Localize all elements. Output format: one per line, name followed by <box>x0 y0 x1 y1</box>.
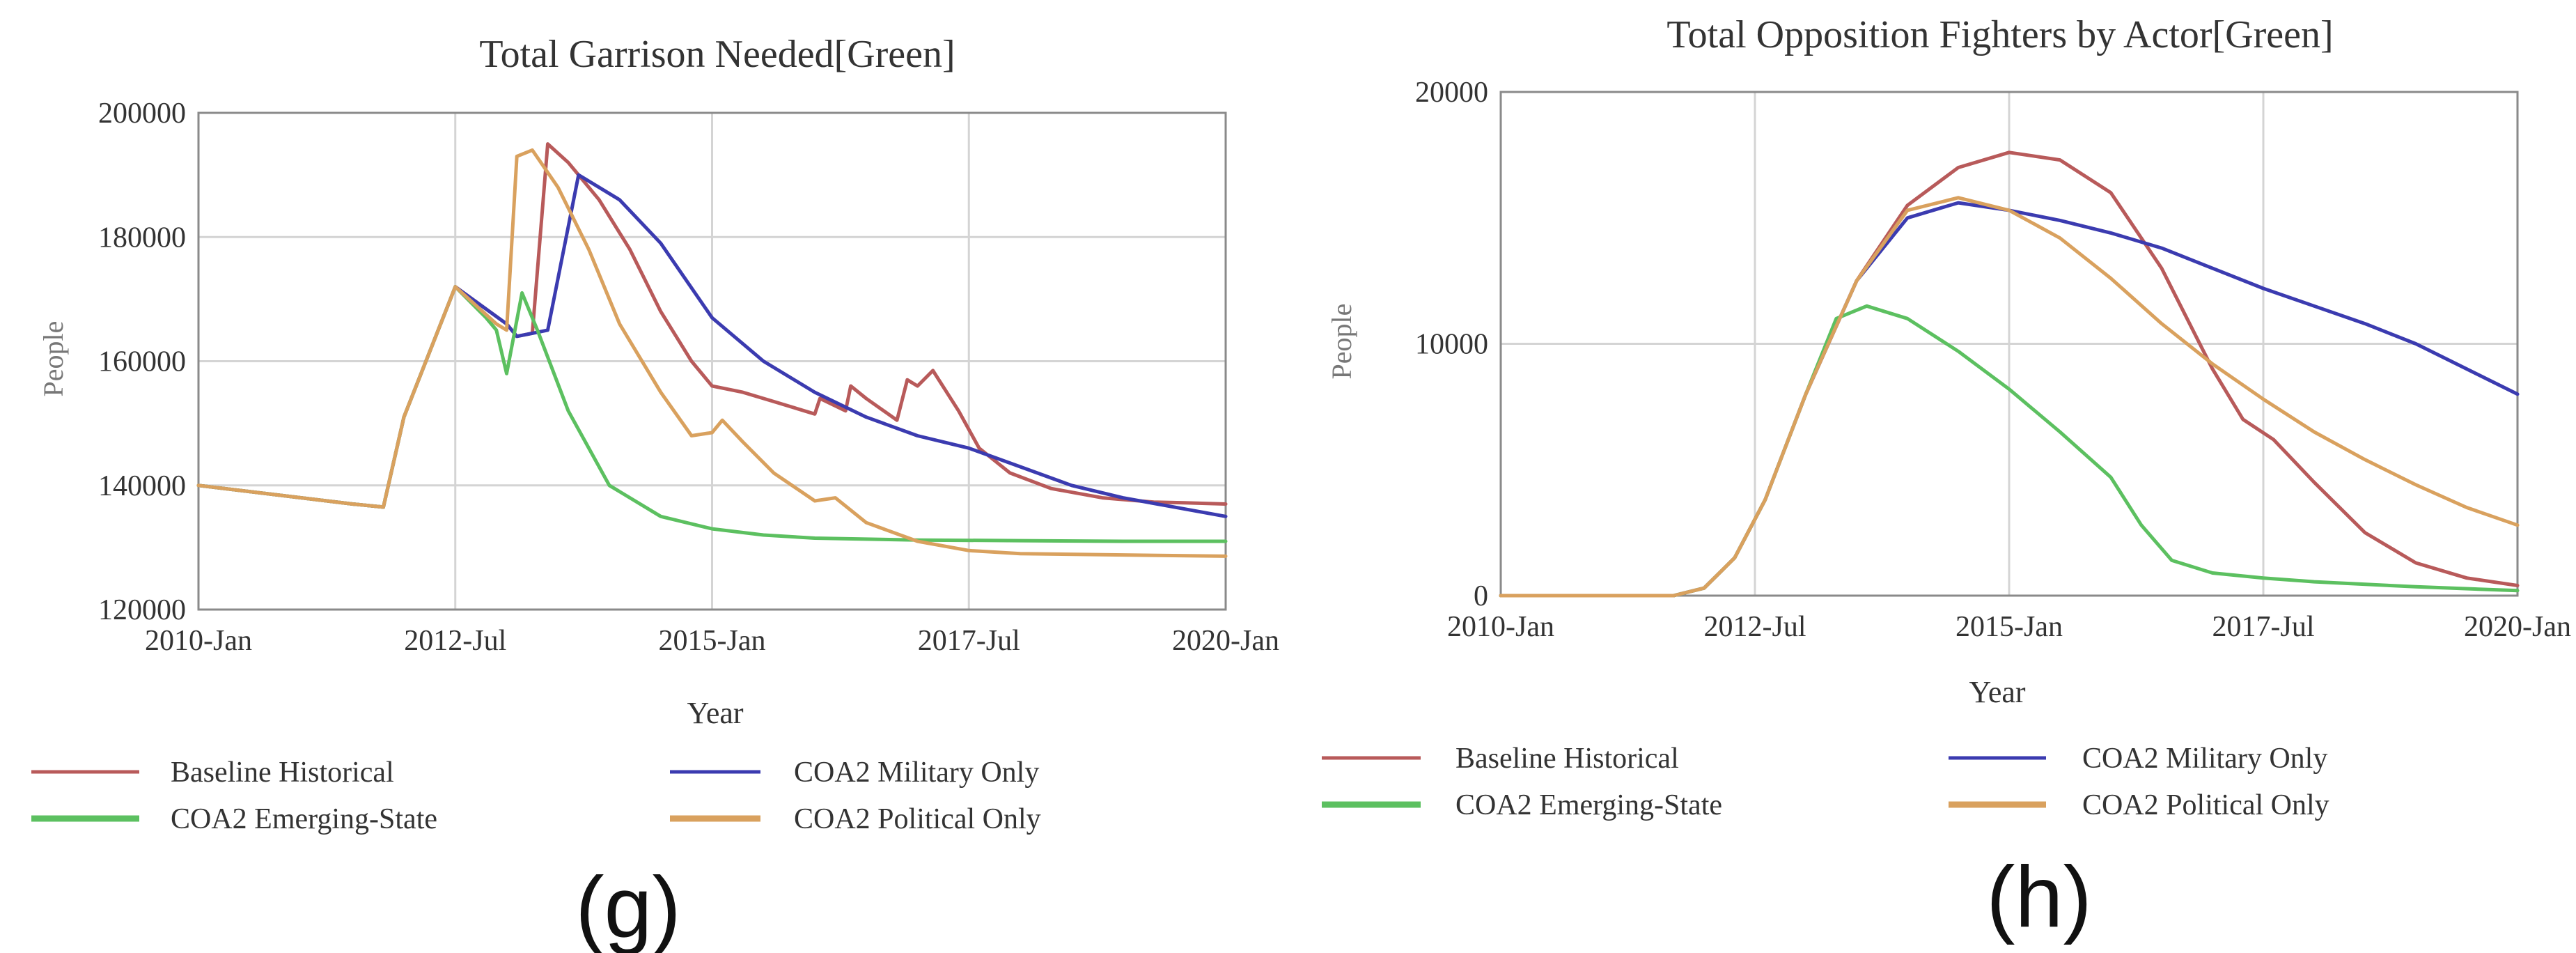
x-tick-label: 2010-Jan <box>145 625 252 657</box>
legend-label-emerging: COA2 Emerging-State <box>1455 789 1722 821</box>
legend-label-military: COA2 Military Only <box>2082 743 2327 775</box>
x-tick-label: 2017-Jul <box>2212 611 2315 643</box>
plot-area-g: 120000 140000 160000 180000 200000 2010-Jan 20… <box>98 98 1279 657</box>
y-tick-label: 140000 <box>98 470 186 502</box>
x-tick-label: 2015-Jan <box>1956 611 2063 643</box>
chart-title: Total Garrison Needed[Green] <box>479 33 955 76</box>
x-axis-label: Year <box>687 696 743 730</box>
x-tick-label: 2012-Jul <box>1704 611 1806 643</box>
legend-label-baseline: Baseline Historical <box>1455 743 1679 775</box>
panel-h: Total Opposition Fighters by Actor[Green… <box>1322 13 2571 945</box>
series-line-political <box>196 148 1228 558</box>
legend-label-political: COA2 Political Only <box>2082 789 2329 821</box>
legend-label-military: COA2 Military Only <box>794 757 1039 789</box>
x-tick-label: 2010-Jan <box>1447 611 1554 643</box>
y-tick-label: 20000 <box>1415 77 1488 109</box>
legend-g: Baseline Historical COA2 Military Only COA… <box>31 757 1041 835</box>
x-tick-label: 2020-Jan <box>1172 625 1279 657</box>
legend-label-political: COA2 Political Only <box>794 803 1041 835</box>
y-tick-label: 120000 <box>98 594 186 626</box>
y-tick-label: 200000 <box>98 98 186 130</box>
legend-label-emerging: COA2 Emerging-State <box>171 803 437 835</box>
x-tick-label: 2017-Jul <box>918 625 1020 657</box>
y-tick-label: 160000 <box>98 346 186 378</box>
legend-h: Baseline Historical COA2 Military Only COA… <box>1322 743 2329 821</box>
x-tick-label: 2012-Jul <box>404 625 506 657</box>
y-tick-label: 180000 <box>98 222 186 254</box>
x-axis-label: Year <box>1969 675 2025 709</box>
plot-frame <box>1499 91 2519 597</box>
plot-frame <box>197 111 1227 611</box>
legend-label-baseline: Baseline Historical <box>171 757 394 789</box>
panel-label-g: (g) <box>575 860 681 953</box>
series-line-political <box>1499 196 2520 598</box>
plot-area-h: 0 10000 20000 2010-Jan 2012-Jul 2015-Jan 2017-… <box>1415 77 2571 643</box>
x-tick-label: 2015-Jan <box>659 625 766 657</box>
panel-g: Total Garrison Needed[Green] 120000 14000… <box>31 33 1279 953</box>
y-axis-label: People <box>38 321 69 397</box>
y-tick-label: 10000 <box>1415 329 1488 361</box>
chart-title: Total Opposition Fighters by Actor[Green… <box>1666 13 2333 56</box>
panel-label-h: (h) <box>1986 849 2092 945</box>
y-axis-label: People <box>1326 304 1357 380</box>
y-tick-label: 0 <box>1474 580 1488 612</box>
x-tick-label: 2020-Jan <box>2464 611 2571 643</box>
